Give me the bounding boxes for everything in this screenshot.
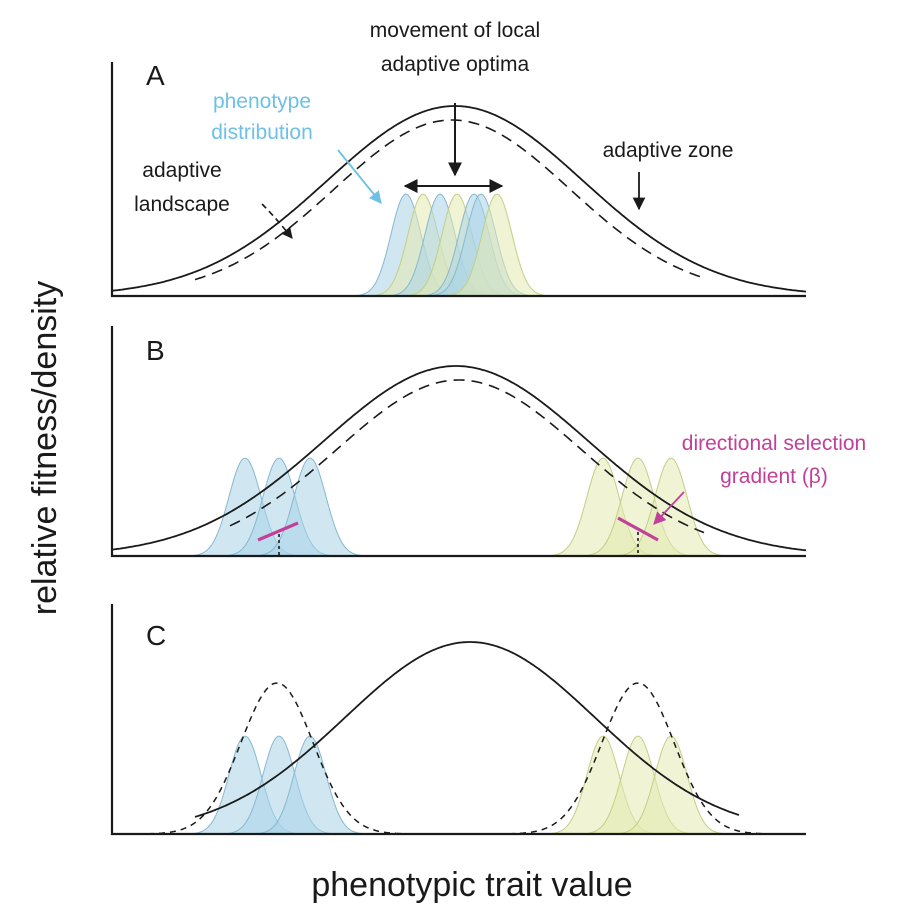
landscape-label-line2: landscape xyxy=(134,193,230,216)
panel-c-right-envelope xyxy=(508,682,768,835)
right-gradient-line xyxy=(617,516,659,542)
green-phenotype-distribution-7 xyxy=(448,193,546,297)
panel-c-distributions xyxy=(193,735,723,835)
gradient-label-line2: gradient (β) xyxy=(720,465,828,488)
blue-phenotype-distribution-3 xyxy=(258,735,362,835)
panel-a: A movement of local adaptive optima phen… xyxy=(110,19,807,298)
left-gradient-line xyxy=(257,521,299,542)
panel-a-label: A xyxy=(146,60,165,91)
gradient-arrow xyxy=(653,491,685,525)
panel-c: C xyxy=(110,604,806,836)
gradient-label-line1: directional selection xyxy=(682,432,866,455)
panel-c-label: C xyxy=(146,620,166,651)
movement-label-line2: adaptive optima xyxy=(381,53,530,76)
panel-b-axis xyxy=(110,326,806,558)
panel-b-adaptive-zone-curve xyxy=(111,365,807,552)
y-axis-label: relative fitness/density xyxy=(26,281,64,616)
panel-a-adaptive-landscape-curve xyxy=(194,119,706,281)
phenotype-arrow xyxy=(337,149,382,204)
movement-label-line1: movement of local xyxy=(370,19,540,42)
panel-a-distributions xyxy=(357,193,546,297)
panel-a-adaptive-zone-curve xyxy=(111,105,807,293)
blue-phenotype-distribution-3 xyxy=(258,457,362,557)
landscape-label-line1: adaptive xyxy=(142,159,221,182)
phenotype-label-line1: phenotype xyxy=(213,90,311,113)
panel-c-adaptive-zone-curve xyxy=(194,641,740,818)
panel-b: B directional selection gradient (β) xyxy=(110,326,866,558)
landscape-arrow xyxy=(261,203,293,239)
panel-b-distributions xyxy=(193,457,723,557)
panel-b-label: B xyxy=(146,335,165,366)
panel-c-left-envelope xyxy=(147,682,407,835)
x-axis-label: phenotypic trait value xyxy=(311,866,632,904)
phenotype-label-line2: distribution xyxy=(211,121,313,144)
panel-b-adaptive-landscape-curve xyxy=(229,379,705,534)
adaptive-zone-label: adaptive zone xyxy=(603,139,734,162)
panel-c-axis xyxy=(110,604,806,836)
panel-a-axis xyxy=(110,62,806,298)
green-phenotype-distribution-6 xyxy=(619,735,723,835)
